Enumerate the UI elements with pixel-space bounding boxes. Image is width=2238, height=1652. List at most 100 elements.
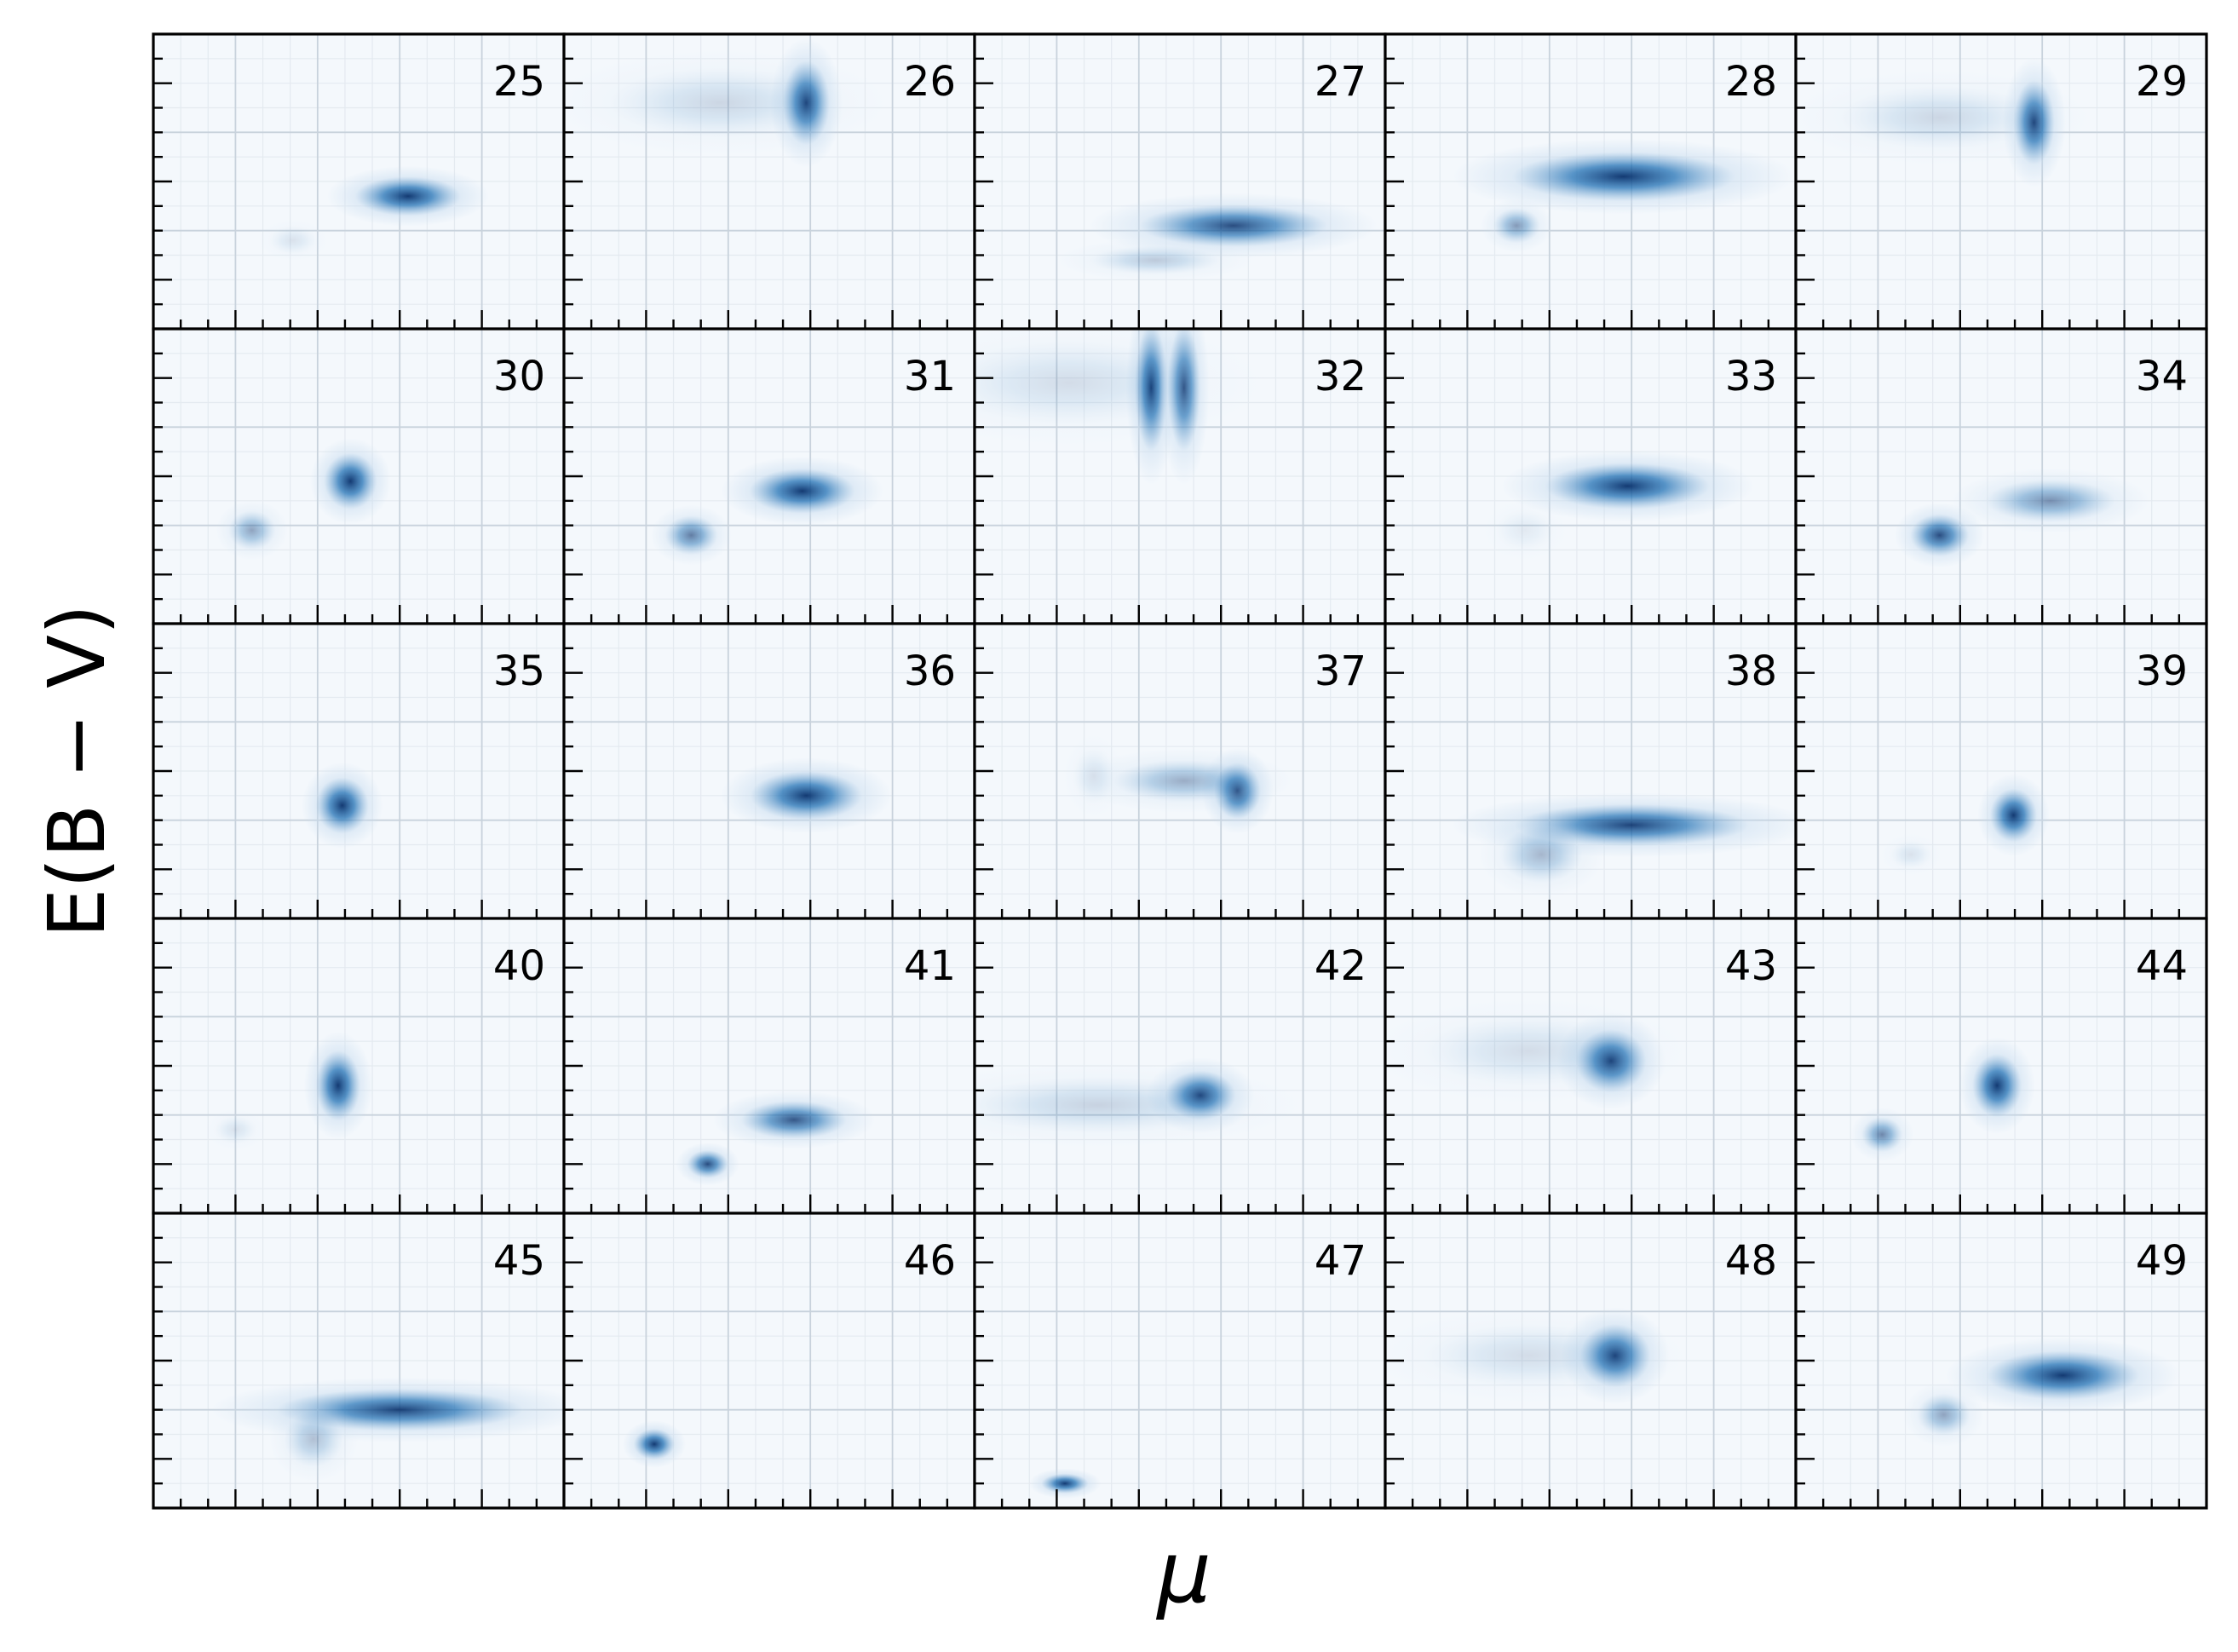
panel-label: 31 — [904, 353, 956, 400]
panel-label: 27 — [1315, 58, 1366, 106]
panel-grid-lines — [153, 624, 564, 918]
density-blob — [712, 1091, 876, 1149]
density-layer — [1452, 138, 1796, 253]
panel-label: 33 — [1725, 353, 1777, 400]
density-blob — [1850, 1108, 1914, 1162]
panel-ticks — [1385, 941, 1770, 1213]
density-layer — [1894, 468, 2150, 568]
panel-48: 48 — [1384, 1212, 1798, 1510]
panel-47: 47 — [973, 1212, 1387, 1510]
density-blob — [1075, 748, 1292, 814]
panel-ticks — [153, 352, 538, 624]
density-layer — [1385, 1307, 1692, 1405]
panel-39: 39 — [1794, 622, 2208, 920]
panel-43: 43 — [1384, 917, 1798, 1215]
density-blob — [1902, 1382, 1985, 1448]
density-blob — [216, 499, 289, 561]
density-blob — [210, 1377, 564, 1442]
panel-ticks — [1385, 57, 1770, 329]
panel-36: 36 — [562, 622, 976, 920]
panel-34: 34 — [1794, 327, 2208, 625]
panel-ticks — [975, 352, 1360, 624]
panel-ticks — [564, 57, 949, 329]
density-layer — [650, 456, 883, 566]
panel-label: 41 — [904, 942, 956, 990]
panel-49: 49 — [1794, 1212, 2208, 1510]
panel-28: 28 — [1384, 32, 1798, 331]
density-layer — [216, 438, 392, 561]
panel-label: 29 — [2136, 58, 2188, 106]
density-blob — [1385, 1307, 1692, 1405]
panel-27: 27 — [973, 32, 1387, 331]
density-blob — [1385, 997, 1692, 1106]
density-layer — [975, 1057, 1306, 1148]
panel-label: 37 — [1315, 648, 1366, 695]
panel-grid-lines — [564, 918, 975, 1213]
panel-grid-lines — [564, 1213, 975, 1508]
panel-32: 32 — [973, 327, 1387, 625]
panel-ticks — [1385, 352, 1770, 624]
panel-label: 48 — [1725, 1237, 1777, 1285]
density-blob — [622, 1420, 687, 1468]
density-blob — [1028, 1468, 1102, 1499]
density-layer — [256, 165, 490, 262]
density-layer — [975, 329, 1269, 486]
density-blob — [204, 1108, 268, 1152]
panel-ticks — [1385, 647, 1770, 918]
panel-38: 38 — [1384, 622, 1798, 920]
panel-ticks — [153, 647, 538, 918]
density-blob — [1894, 503, 1985, 568]
panel-label: 25 — [493, 58, 545, 106]
panel-label: 40 — [493, 942, 545, 990]
panel-ticks — [153, 1236, 538, 1508]
panel-label: 35 — [493, 648, 545, 695]
density-layer — [302, 762, 383, 849]
density-blob — [1951, 468, 2150, 533]
panel-ticks — [1796, 941, 2181, 1213]
density-layer — [1028, 1468, 1102, 1499]
panel-grid-lines — [153, 329, 564, 624]
panel-ticks — [975, 941, 1360, 1213]
panel-ticks — [1796, 352, 2181, 624]
density-blob — [1478, 811, 1605, 898]
density-layer — [564, 37, 892, 168]
density-blob — [1452, 138, 1796, 215]
panel-grid-lines — [1385, 329, 1796, 624]
panel-40: 40 — [152, 917, 566, 1215]
density-layer — [1902, 1337, 2181, 1448]
panel-grid-lines — [975, 1213, 1385, 1508]
density-blob — [326, 165, 490, 227]
density-blob — [1959, 1037, 2035, 1135]
panel-ticks — [975, 1236, 1360, 1508]
panel-label: 34 — [2136, 353, 2188, 400]
density-layer — [1385, 997, 1692, 1110]
panel-33: 33 — [1384, 327, 1798, 625]
panel-label: 38 — [1725, 648, 1777, 695]
panel-ticks — [975, 647, 1360, 918]
panel-label: 42 — [1315, 942, 1366, 990]
panel-29: 29 — [1794, 32, 2208, 331]
panel-frame — [1794, 1212, 2208, 1510]
panel-ticks — [1385, 1236, 1770, 1508]
panel-44: 44 — [1794, 917, 2208, 1215]
density-layer — [1479, 450, 1754, 563]
panel-label: 36 — [904, 648, 956, 695]
panel-label: 32 — [1315, 353, 1366, 400]
panel-grid-lines — [975, 34, 1385, 329]
panel-label: 39 — [2136, 648, 2188, 695]
y-axis-label: E(B − V) — [32, 604, 123, 938]
density-layer — [720, 757, 893, 834]
panel-label: 30 — [493, 353, 545, 400]
density-blob — [1500, 450, 1754, 522]
density-blob — [309, 438, 392, 525]
density-blob — [720, 757, 893, 834]
density-blob — [1945, 1337, 2181, 1413]
panel-label: 44 — [2136, 942, 2188, 990]
density-layer — [1796, 57, 2093, 187]
panel-label: 47 — [1315, 1237, 1366, 1285]
density-blob — [1480, 199, 1553, 253]
panel-label: 43 — [1725, 942, 1777, 990]
panel-label: 28 — [1725, 58, 1777, 106]
panel-grid: 25 26 27 28 29 30 31 32 33 34 35 36 37 38 39 40 41 42 43 44… — [152, 32, 2208, 1510]
